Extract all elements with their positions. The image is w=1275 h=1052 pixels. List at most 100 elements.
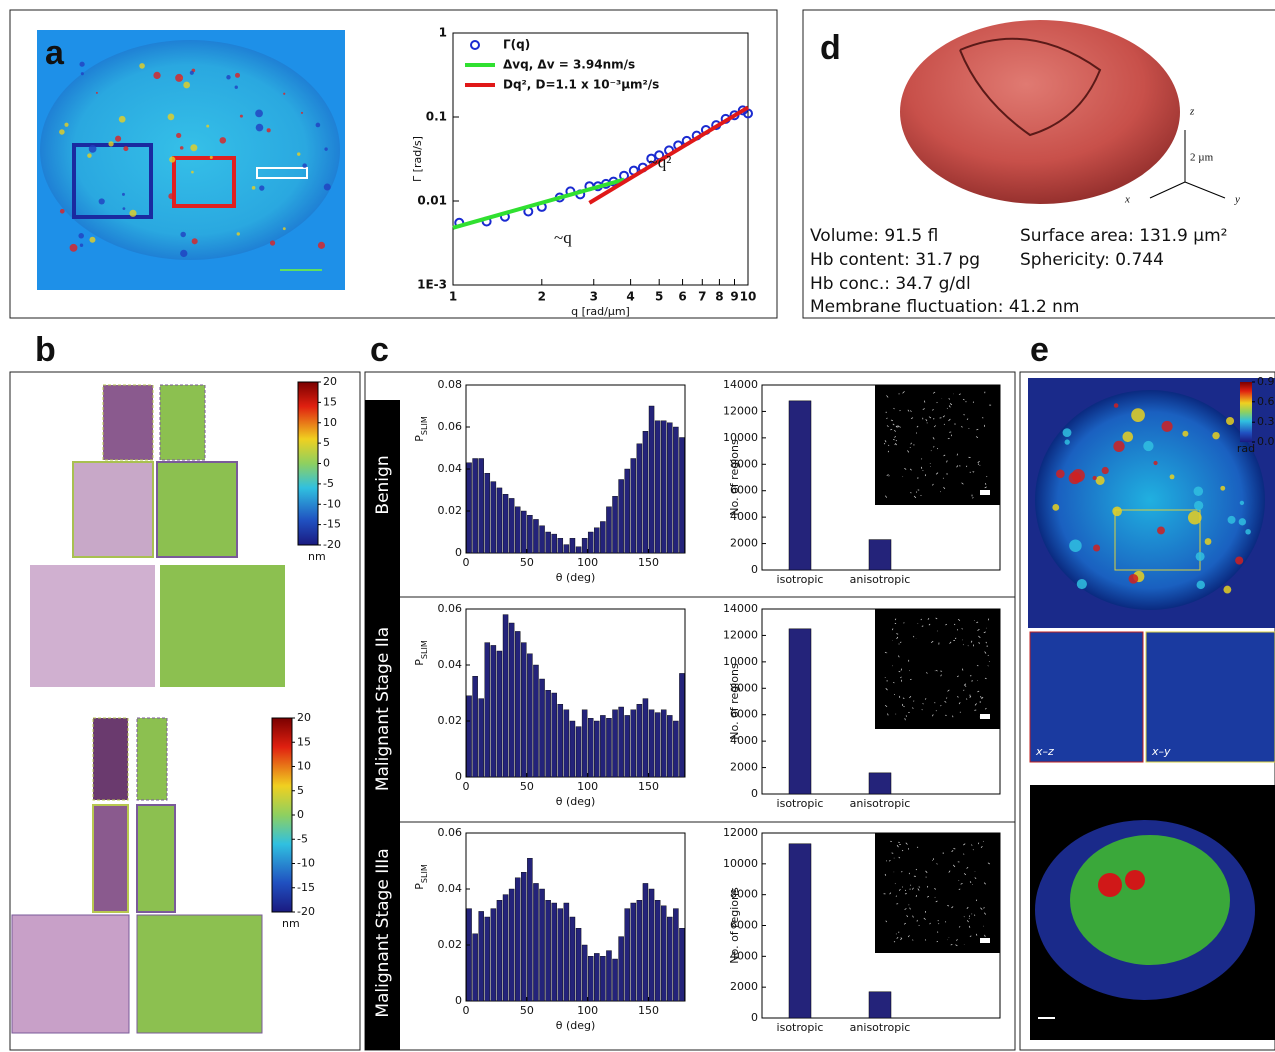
- bar: [569, 916, 576, 1002]
- fiber: [896, 637, 899, 639]
- colorbar-tick-label: 0.63: [1257, 395, 1275, 408]
- bar: [563, 709, 570, 778]
- legend-label: Dq², D=1.1 x 10⁻³µm²/s: [503, 78, 659, 92]
- bar: [654, 420, 661, 554]
- fiber: [888, 859, 891, 862]
- speckle: [175, 73, 184, 82]
- fiber: [893, 407, 895, 410]
- bar: [594, 720, 600, 778]
- x-tick-label: 5: [655, 290, 663, 304]
- fiber: [932, 409, 934, 411]
- speckle: [206, 124, 210, 128]
- scale-bar: [980, 938, 990, 943]
- y-tick-label: 0.04: [438, 882, 463, 895]
- y-tick-label: 4000: [730, 734, 758, 747]
- bar: [673, 908, 679, 1002]
- speckle: [1071, 468, 1085, 483]
- bar: [484, 473, 491, 554]
- fiber: [980, 695, 982, 699]
- bar: [563, 902, 570, 1002]
- bar: [788, 628, 812, 795]
- bar: [575, 928, 582, 1002]
- speckle: [1076, 578, 1087, 590]
- fiber: [886, 417, 888, 420]
- fiber: [974, 703, 977, 706]
- cell-stat: Hb conc.: 34.7 g/dl: [810, 274, 971, 294]
- speckle: [1204, 538, 1212, 545]
- panel-label: b: [35, 331, 56, 369]
- speckle: [115, 135, 122, 142]
- fiber: [915, 868, 918, 871]
- fiber: [901, 849, 904, 852]
- speckle: [129, 209, 137, 217]
- y-tick-label: 10000: [723, 857, 758, 870]
- fiber: [894, 429, 896, 432]
- fiber: [978, 641, 980, 644]
- fiber: [966, 866, 969, 869]
- fiber: [893, 941, 896, 943]
- y-tick-label: 0: [751, 1011, 758, 1024]
- y-tick-label: 0: [455, 994, 462, 1007]
- bar: [667, 422, 673, 554]
- bar: [496, 900, 503, 1002]
- speckle: [1223, 585, 1232, 594]
- fiber: [984, 934, 986, 937]
- fiber: [912, 707, 914, 709]
- y-tick-label: 0.01: [417, 194, 447, 208]
- speckle: [180, 231, 186, 238]
- fiber: [890, 419, 894, 422]
- speckle: [179, 146, 184, 150]
- bar: [600, 521, 606, 554]
- colorbar-tick-label: 10: [323, 416, 337, 429]
- bar: [502, 894, 509, 1002]
- bar: [527, 653, 533, 778]
- y-axis-label: Γ [rad/s]: [411, 136, 424, 182]
- bar: [545, 531, 551, 554]
- fiber: [985, 641, 987, 644]
- x-tick-label: anisotropic: [850, 573, 911, 586]
- x-tick-label: anisotropic: [850, 1021, 911, 1034]
- fiber: [902, 391, 905, 394]
- cell-stat: Surface area: 131.9 µm²: [1020, 226, 1227, 246]
- bar: [606, 718, 612, 778]
- speckle: [1092, 475, 1097, 481]
- colorbar-tick-label: -20: [323, 538, 341, 551]
- fiber: [949, 641, 952, 644]
- fiber: [958, 926, 961, 928]
- fiber: [921, 709, 923, 711]
- speckle: [1128, 573, 1139, 584]
- speckle: [283, 92, 286, 95]
- bar: [581, 709, 588, 778]
- view-label: x–y: [1151, 745, 1171, 758]
- fiber: [938, 923, 940, 925]
- fiber: [932, 391, 936, 394]
- bar: [466, 908, 472, 1002]
- bar: [533, 519, 539, 554]
- bar: [654, 900, 661, 1002]
- x-tick-label: isotropic: [777, 1021, 824, 1034]
- fiber: [903, 922, 907, 925]
- bar: [594, 953, 600, 1002]
- bar: [466, 695, 472, 778]
- x-tick-label: isotropic: [777, 573, 824, 586]
- speckle: [1069, 539, 1082, 552]
- row-label: Benign: [373, 455, 393, 514]
- x-tick-label: 10: [740, 290, 757, 304]
- fiber: [984, 651, 987, 654]
- plot-frame: [465, 832, 686, 1002]
- fiber: [898, 655, 900, 658]
- fiber: [974, 877, 977, 880]
- x-tick-label: 0: [463, 556, 470, 569]
- y-tick-label: 10000: [723, 431, 758, 444]
- x-tick-label: 1: [449, 290, 457, 304]
- fiber: [924, 698, 927, 700]
- colorbar: [297, 381, 319, 546]
- x-tick-label: 4: [626, 290, 634, 304]
- speckle: [153, 71, 161, 80]
- y-axis-label: PSLIM: [413, 416, 429, 442]
- x-tick-label: 150: [638, 780, 659, 793]
- speckle: [1196, 580, 1206, 590]
- speckle: [1195, 551, 1205, 561]
- fiber: [894, 442, 897, 446]
- fiber: [943, 486, 946, 490]
